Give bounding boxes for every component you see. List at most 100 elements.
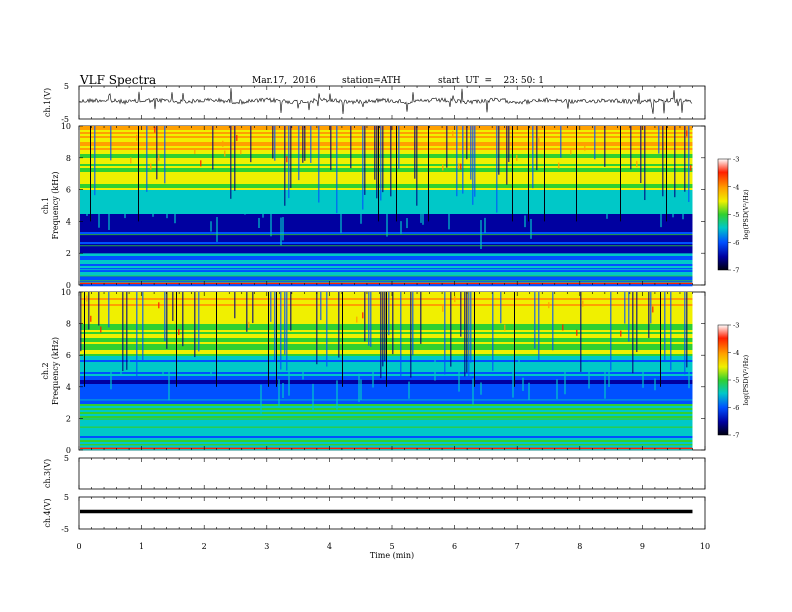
ch1-y-axis-label: ch.1(V) xyxy=(43,88,52,117)
spectrogram-speck xyxy=(442,305,444,312)
y-tick-label: 4 xyxy=(66,383,71,392)
spectrogram-streak xyxy=(80,292,82,352)
spectrogram-streak xyxy=(234,292,236,319)
spectrogram-band xyxy=(80,182,693,185)
spectrogram-streak xyxy=(274,292,276,361)
spectrogram-streak xyxy=(686,292,688,368)
spectrogram-streak xyxy=(210,365,212,377)
spectrogram-speck xyxy=(548,302,550,309)
x-tick-label: 6 xyxy=(452,542,457,551)
spectrogram-speck xyxy=(158,154,160,161)
spectrogram-band xyxy=(80,250,693,253)
spectrogram-streak xyxy=(384,292,386,362)
spectrogram-streak xyxy=(462,126,464,194)
spectrogram-speck xyxy=(460,163,462,170)
spectrogram-streak xyxy=(264,195,266,209)
spectrogram-band xyxy=(80,180,693,183)
spectrogram-band xyxy=(80,254,693,257)
spectrogram-band xyxy=(80,132,693,135)
spectrogram-streak xyxy=(242,191,244,209)
spectrogram-line xyxy=(80,234,693,236)
spectrogram-streak xyxy=(84,292,85,387)
spectrogram-band xyxy=(80,428,693,431)
spectrogram-streak xyxy=(672,205,674,218)
spectrogram-streak xyxy=(640,126,642,184)
spectrogram-streak xyxy=(484,217,486,234)
spectrogram-band xyxy=(80,396,693,399)
colorbar-tick-label: -7 xyxy=(733,267,739,275)
colorbar-label: log(PSD(V²/Hz) xyxy=(742,354,750,405)
spectrogram-speck xyxy=(620,330,622,337)
spectrogram-streak xyxy=(280,217,282,246)
spectrogram-band xyxy=(80,272,693,275)
colorbar-tick-label: -4 xyxy=(733,349,739,357)
spectrogram-band xyxy=(80,248,693,251)
spectrogram-speck xyxy=(562,324,564,331)
x-tick-label: 8 xyxy=(577,542,582,551)
spectrogram-streak xyxy=(318,126,320,203)
spectrogram-band xyxy=(80,152,693,155)
spectrogram-streak xyxy=(470,126,472,180)
spectrogram-streak xyxy=(108,205,110,230)
spectrogram-band xyxy=(80,390,693,393)
x-tick-label: 1 xyxy=(139,542,144,551)
spectrogram-band xyxy=(80,402,693,405)
spectrogram-streak xyxy=(280,292,282,370)
spectrogram-streak xyxy=(360,379,362,400)
spectrogram-band xyxy=(80,432,693,435)
spectrogram-streak xyxy=(446,126,448,168)
spectrogram-streak xyxy=(466,292,468,373)
spectrogram-streak xyxy=(128,356,130,368)
spectrogram-streak xyxy=(450,292,452,367)
spectrogram-band xyxy=(80,240,693,243)
spectrogram-streak xyxy=(580,292,582,372)
spectrogram-streak xyxy=(604,370,606,399)
spectrogram-streak xyxy=(230,126,232,199)
colorbar-tick-label: -4 xyxy=(733,183,739,191)
spectrogram-streak xyxy=(546,197,548,212)
spectrogram-streak xyxy=(276,292,277,387)
spectrogram-speck xyxy=(636,160,638,167)
spectrogram-band xyxy=(80,242,693,245)
spectrogram-streak xyxy=(458,362,460,392)
spectrogram-line xyxy=(80,245,693,247)
spectrogram-streak xyxy=(422,198,424,225)
spectrogram-band xyxy=(80,206,693,209)
spectrogram-streak xyxy=(536,126,538,171)
x-tick-label: 2 xyxy=(202,542,207,551)
spectrogram-speck xyxy=(362,312,364,319)
spectrogram-streak xyxy=(110,372,112,390)
spectrogram-streak xyxy=(260,384,262,414)
spectrogram-speck xyxy=(224,150,226,157)
ch1-waveform xyxy=(79,88,693,115)
spectrogram-streak xyxy=(290,126,292,188)
spectrogram-line xyxy=(80,418,693,420)
spectrogram-streak xyxy=(454,190,456,213)
spectrogram-streak xyxy=(288,126,290,199)
spectrogram-band xyxy=(80,176,693,179)
spectrogram-streak xyxy=(552,292,554,351)
spectrogram-speck xyxy=(570,148,572,155)
x-axis-label: Time (min) xyxy=(370,551,414,560)
spectrogram-streak xyxy=(360,207,362,224)
colorbar-tick-label: -5 xyxy=(733,211,739,219)
colorbar-label: log(PSD(V²/Hz) xyxy=(742,189,750,240)
spectrogram-band xyxy=(80,276,693,279)
spectrogram-streak xyxy=(268,292,269,387)
spectrogram-streak xyxy=(608,367,610,387)
spectrogram-band xyxy=(80,264,693,267)
spectrogram-speck xyxy=(158,302,160,309)
spectrogram-streak xyxy=(282,383,284,398)
colorbar xyxy=(717,324,729,436)
spectrogram-band xyxy=(80,442,693,445)
spectrogram-speck xyxy=(558,162,560,169)
spectrogram-band xyxy=(80,164,693,167)
spectrogram-band xyxy=(80,144,693,147)
x-tick-label: 5 xyxy=(389,542,394,551)
spectrogram-streak xyxy=(252,292,254,324)
spectrogram-streak xyxy=(252,193,254,209)
spectrogram-band xyxy=(80,246,693,249)
spectrogram-streak xyxy=(358,373,360,402)
y-tick-label: 2 xyxy=(66,249,71,258)
spectrogram-streak xyxy=(340,206,342,234)
